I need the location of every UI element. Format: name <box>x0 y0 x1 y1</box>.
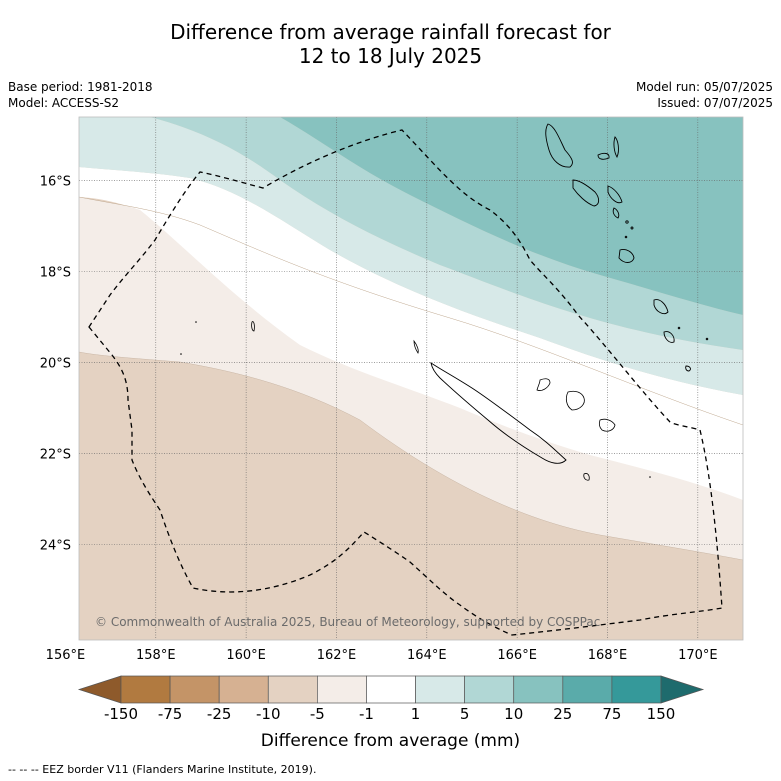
map-gridlines <box>79 117 743 640</box>
band-10-to-25 <box>280 117 743 315</box>
lat-tick-label: 24°S <box>40 538 71 553</box>
colorbar-tick-label: -75 <box>157 705 183 723</box>
lat-tick-label: 20°S <box>40 357 71 372</box>
loyalty-island-ouvea <box>536 378 551 391</box>
issued-label: Issued: 07/07/2025 <box>657 96 773 110</box>
loyalty-island-mare <box>599 418 616 432</box>
lon-tick-label: 164°E <box>407 648 447 663</box>
colorbar-tick-label: -150 <box>103 705 139 723</box>
model-run-label: Model run: 05/07/2025 <box>635 80 773 94</box>
colorbar-tick-label: -1 <box>358 705 374 723</box>
lat-tick-label: 22°S <box>40 448 71 463</box>
lon-tick-label: 166°E <box>497 648 537 663</box>
lon-tick-label: 160°E <box>226 648 266 663</box>
map-title-line1: Difference from average rainfall forecas… <box>170 20 611 44</box>
colorbar-box <box>218 675 269 704</box>
loyalty-island-lifou <box>565 390 585 411</box>
latitude-labels: 16°S 18°S 20°S 22°S 24°S <box>40 175 71 554</box>
colorbar-tick-label: 5 <box>459 705 470 723</box>
colorbar-box <box>513 675 564 704</box>
map-title-line2: 12 to 18 July 2025 <box>298 44 483 68</box>
lon-tick-label: 158°E <box>136 648 176 663</box>
colorbar-tick-label: 150 <box>646 705 676 723</box>
base-period-label: Base period: 1981-2018 <box>8 80 153 94</box>
colorbar-title: Difference from average (mm) <box>260 731 521 751</box>
colorbar-box <box>267 675 318 704</box>
colorbar-box <box>120 675 171 704</box>
lon-tick-label: 156°E <box>46 648 86 663</box>
colorbar-tick-label: 25 <box>553 705 573 723</box>
colorbar-box <box>317 675 367 704</box>
model-label: Model: ACCESS-S2 <box>8 96 120 110</box>
colorbar-box <box>415 675 465 704</box>
lat-tick-label: 18°S <box>40 266 71 281</box>
colorbar-box <box>611 675 662 704</box>
colorbar-tick-label: 75 <box>602 705 622 723</box>
vanuatu-islands <box>545 123 709 372</box>
band-5-to-10 <box>150 117 743 350</box>
colorbar-box <box>464 675 515 704</box>
new-caledonia-island <box>430 362 567 464</box>
band-minus1-to-1 <box>79 167 743 500</box>
lon-tick-label: 170°E <box>678 648 718 663</box>
eez-footnote: -- -- -- EEZ border V11 (Flanders Marine… <box>8 763 317 776</box>
colorbar-tick-label: -25 <box>206 705 232 723</box>
longitude-labels: 156°E 158°E 160°E 162°E 164°E 166°E 168°E 170°E <box>46 648 718 663</box>
colorbar-arrow-low <box>77 675 122 704</box>
eez-border <box>88 129 723 636</box>
copyright-notice: © Commonwealth of Australia 2025, Bureau… <box>95 615 600 629</box>
colorbar-box <box>562 675 613 704</box>
rainfall-anomaly-field: © Commonwealth of Australia 2025, Bureau… <box>79 117 743 640</box>
band-1-to-5 <box>79 117 743 395</box>
colorbar-tick-label: 10 <box>504 705 524 723</box>
colorbar-tick-label: -5 <box>309 705 325 723</box>
lon-tick-label: 162°E <box>317 648 357 663</box>
lon-tick-label: 168°E <box>588 648 628 663</box>
colorbar-box <box>169 675 220 704</box>
colorbar-arrow-high <box>660 675 705 704</box>
lat-tick-label: 16°S <box>40 175 71 190</box>
colorbar-tick-label: -10 <box>256 705 281 723</box>
colorbar <box>77 675 705 704</box>
map-frame <box>78 116 744 641</box>
colorbar-box <box>366 675 416 704</box>
colorbar-tick-label: 1 <box>410 705 421 723</box>
